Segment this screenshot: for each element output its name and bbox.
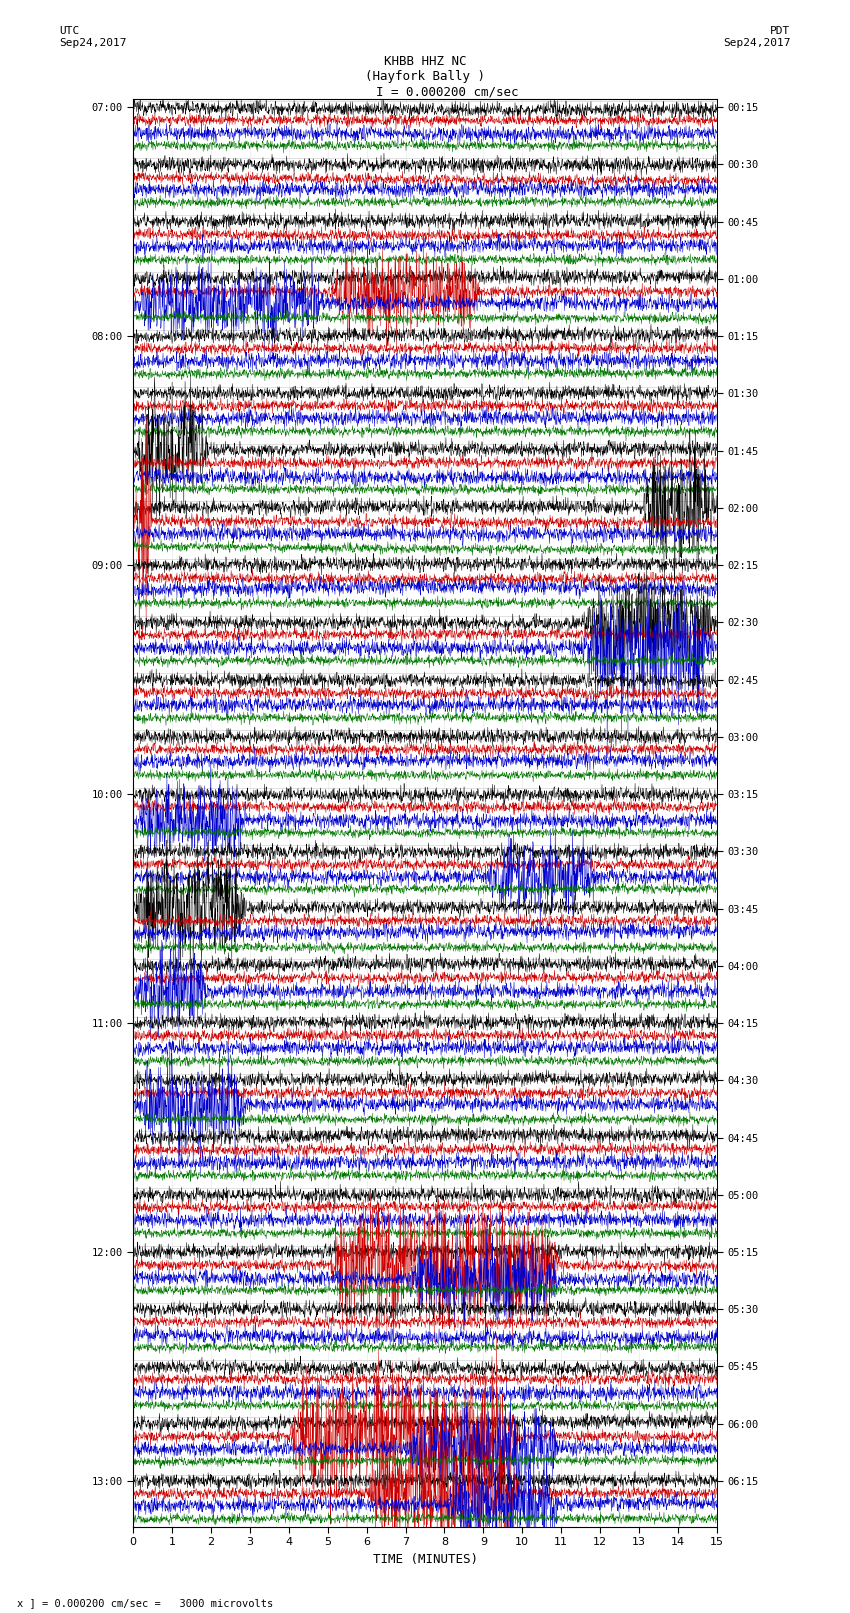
Title: KHBB HHZ NC
(Hayfork Bally )
      I = 0.000200 cm/sec: KHBB HHZ NC (Hayfork Bally ) I = 0.00020…	[332, 55, 518, 98]
Text: x ] = 0.000200 cm/sec =   3000 microvolts: x ] = 0.000200 cm/sec = 3000 microvolts	[17, 1598, 273, 1608]
Text: PDT
Sep24,2017: PDT Sep24,2017	[723, 26, 791, 48]
Text: UTC
Sep24,2017: UTC Sep24,2017	[60, 26, 127, 48]
X-axis label: TIME (MINUTES): TIME (MINUTES)	[372, 1553, 478, 1566]
